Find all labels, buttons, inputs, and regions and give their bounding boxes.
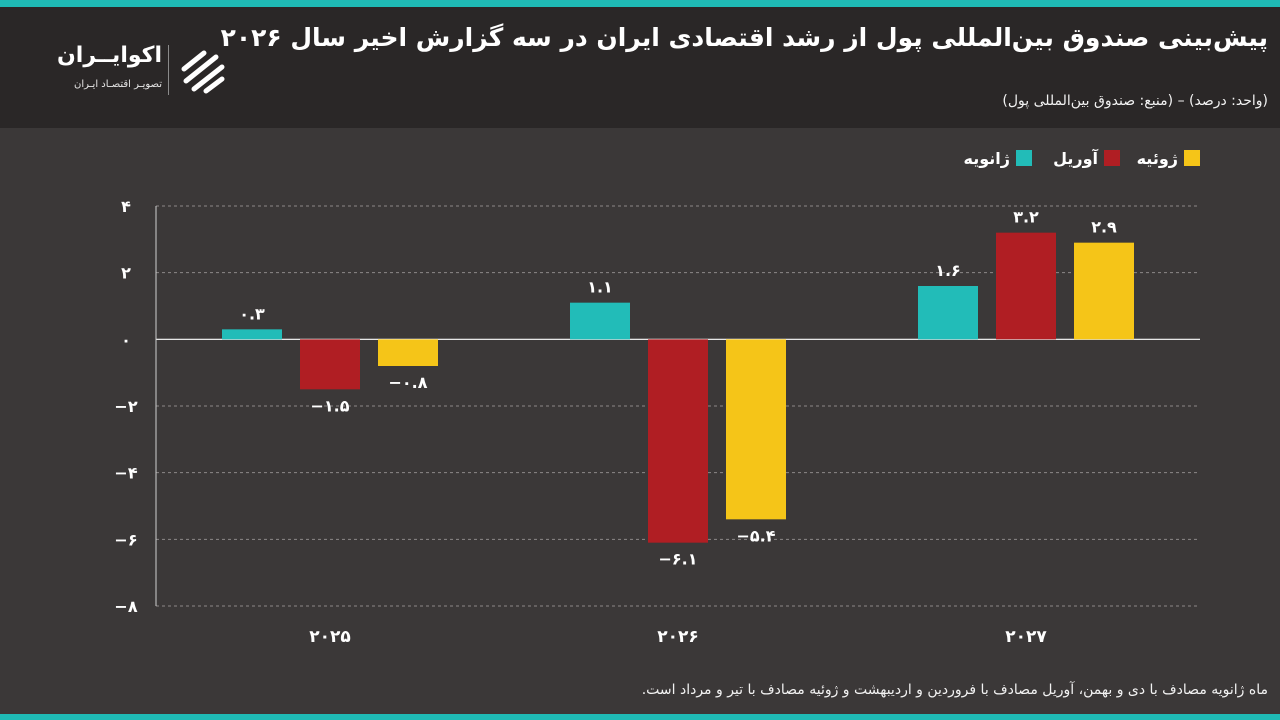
legend-swatch — [1184, 150, 1200, 166]
header: پیش‌بینی صندوق بین‌المللی پول از رشد اقت… — [0, 7, 1280, 128]
legend-swatch — [1016, 150, 1032, 166]
data-labels: ۰.۳ −۱.۵ −۰.۸ ۱.۱ −۶.۱ −۵.۴ ۱.۶ ۳.۲ ۲.۹ — [239, 208, 1117, 569]
brand-tagline: تصویـر اقتصـاد ایـران — [73, 79, 162, 90]
y-tick-label: −۲ — [114, 397, 137, 416]
x-tick-label: ۲۰۲۷ — [1005, 627, 1047, 647]
x-tick-label: ۲۰۲۶ — [657, 627, 699, 647]
bar — [570, 302, 630, 340]
data-label: −۱.۵ — [310, 396, 349, 415]
top-accent-stripe — [0, 0, 1280, 7]
legend-label: ژوئیه — [1137, 149, 1178, 168]
data-label: ۲.۹ — [1091, 218, 1117, 237]
data-label: −۰.۸ — [388, 373, 427, 392]
bars — [222, 232, 1134, 543]
data-label: ۱.۱ — [587, 278, 613, 297]
legend-label: آوریل — [1053, 148, 1098, 168]
y-tick-label: ۴ — [121, 197, 131, 216]
y-tick-label: −۸ — [114, 597, 137, 616]
data-label: ۳.۲ — [1013, 208, 1039, 227]
bar — [918, 286, 978, 340]
chart: ژانویه آوریل ژوئیه ۴ ۲ ۰ −۲ −۴ −۶ −۸ ۰.۳ −۱.۵ −۰.۸… — [114, 148, 1200, 647]
legend-label: ژانویه — [964, 149, 1010, 168]
bar — [378, 339, 438, 366]
x-tick-label: ۲۰۲۵ — [309, 627, 351, 647]
ecoiran-logo-icon — [181, 50, 225, 94]
x-axis-ticks: ۲۰۲۵ ۲۰۲۶ ۲۰۲۷ — [309, 627, 1047, 647]
brand-logo: اکوایــران تصویـر اقتصـاد ایـران — [44, 41, 234, 105]
y-axis-ticks: ۴ ۲ ۰ −۲ −۴ −۶ −۸ — [114, 197, 137, 616]
page-title: پیش‌بینی صندوق بین‌المللی پول از رشد اقت… — [220, 23, 1268, 52]
legend-swatch — [1104, 150, 1120, 166]
data-label: −۵.۴ — [736, 526, 775, 545]
y-tick-label: −۶ — [114, 530, 137, 549]
unit-source-note: (واحد: درصد) – (منبع: صندوق بین‌المللی پ… — [1002, 93, 1268, 109]
brand-name: اکوایــران — [57, 43, 162, 68]
bar — [222, 329, 282, 340]
y-tick-label: ۰ — [121, 330, 131, 349]
bar — [300, 339, 360, 390]
y-tick-label: −۴ — [114, 464, 137, 483]
data-label: ۰.۳ — [239, 304, 265, 323]
y-tick-label: ۲ — [121, 264, 131, 283]
bottom-accent-stripe — [0, 714, 1280, 720]
logo-divider — [168, 45, 169, 95]
bar — [1074, 242, 1134, 340]
bar — [996, 232, 1056, 340]
legend: ژانویه آوریل ژوئیه — [964, 148, 1200, 168]
bar — [648, 339, 708, 543]
footnote: ماه ژانویه مصادف با دی و بهمن، آوریل مصا… — [641, 682, 1268, 698]
bar — [726, 339, 786, 520]
data-label: ۱.۶ — [935, 261, 961, 280]
data-label: −۶.۱ — [658, 550, 697, 569]
